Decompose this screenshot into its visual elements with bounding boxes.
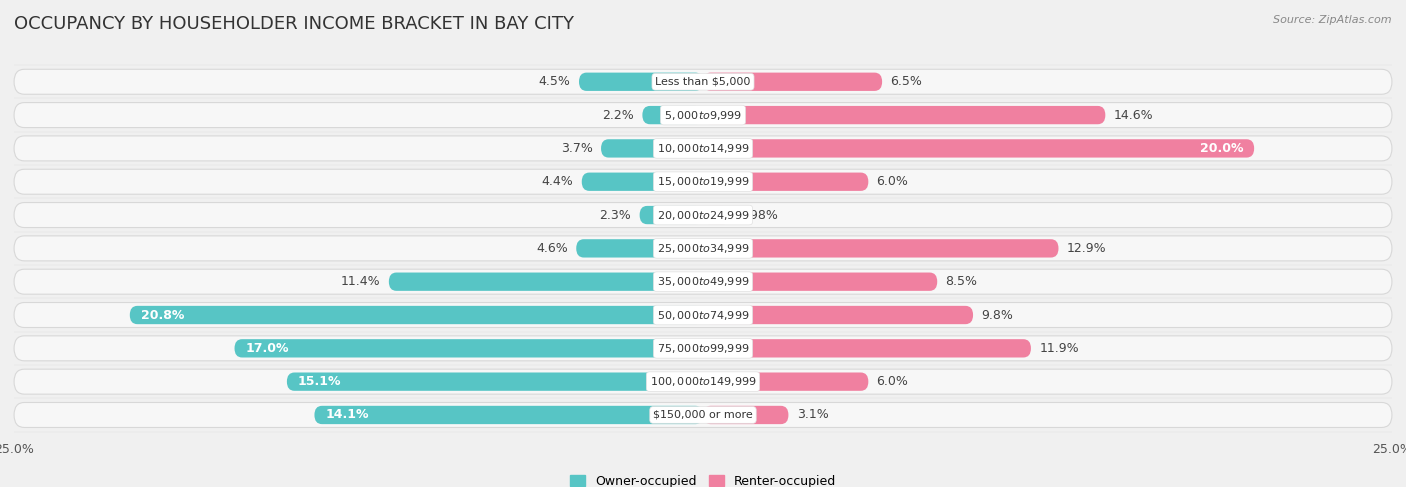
Text: 0.98%: 0.98% (738, 208, 778, 222)
Text: $35,000 to $49,999: $35,000 to $49,999 (657, 275, 749, 288)
FancyBboxPatch shape (703, 306, 973, 324)
FancyBboxPatch shape (643, 106, 703, 124)
FancyBboxPatch shape (14, 402, 1392, 428)
Text: 4.5%: 4.5% (538, 75, 571, 88)
Text: $25,000 to $34,999: $25,000 to $34,999 (657, 242, 749, 255)
Text: 20.8%: 20.8% (141, 308, 184, 321)
FancyBboxPatch shape (703, 273, 938, 291)
FancyBboxPatch shape (14, 103, 1392, 128)
Text: 4.6%: 4.6% (536, 242, 568, 255)
Text: $5,000 to $9,999: $5,000 to $9,999 (664, 109, 742, 122)
FancyBboxPatch shape (14, 369, 1392, 394)
FancyBboxPatch shape (129, 306, 703, 324)
Text: 3.1%: 3.1% (797, 409, 828, 421)
Text: 6.0%: 6.0% (876, 375, 908, 388)
FancyBboxPatch shape (14, 302, 1392, 327)
Text: 20.0%: 20.0% (1199, 142, 1243, 155)
FancyBboxPatch shape (14, 169, 1392, 194)
FancyBboxPatch shape (14, 69, 1392, 94)
Text: $20,000 to $24,999: $20,000 to $24,999 (657, 208, 749, 222)
FancyBboxPatch shape (703, 339, 1031, 357)
Text: 15.1%: 15.1% (298, 375, 342, 388)
Text: 8.5%: 8.5% (945, 275, 977, 288)
Text: 2.2%: 2.2% (602, 109, 634, 122)
FancyBboxPatch shape (703, 73, 882, 91)
Text: 12.9%: 12.9% (1067, 242, 1107, 255)
FancyBboxPatch shape (703, 406, 789, 424)
FancyBboxPatch shape (703, 373, 869, 391)
Text: $50,000 to $74,999: $50,000 to $74,999 (657, 308, 749, 321)
FancyBboxPatch shape (235, 339, 703, 357)
Text: 14.6%: 14.6% (1114, 109, 1153, 122)
FancyBboxPatch shape (389, 273, 703, 291)
FancyBboxPatch shape (14, 236, 1392, 261)
Text: $15,000 to $19,999: $15,000 to $19,999 (657, 175, 749, 188)
Text: 6.5%: 6.5% (890, 75, 922, 88)
FancyBboxPatch shape (703, 239, 1059, 258)
FancyBboxPatch shape (703, 139, 1254, 158)
FancyBboxPatch shape (576, 239, 703, 258)
FancyBboxPatch shape (14, 336, 1392, 361)
Text: 11.9%: 11.9% (1039, 342, 1078, 355)
Text: $150,000 or more: $150,000 or more (654, 410, 752, 420)
Text: 6.0%: 6.0% (876, 175, 908, 188)
Text: 9.8%: 9.8% (981, 308, 1014, 321)
FancyBboxPatch shape (315, 406, 703, 424)
Text: 14.1%: 14.1% (325, 409, 368, 421)
FancyBboxPatch shape (14, 203, 1392, 227)
Text: $100,000 to $149,999: $100,000 to $149,999 (650, 375, 756, 388)
Text: OCCUPANCY BY HOUSEHOLDER INCOME BRACKET IN BAY CITY: OCCUPANCY BY HOUSEHOLDER INCOME BRACKET … (14, 15, 574, 33)
FancyBboxPatch shape (703, 172, 869, 191)
Text: $75,000 to $99,999: $75,000 to $99,999 (657, 342, 749, 355)
Text: Source: ZipAtlas.com: Source: ZipAtlas.com (1274, 15, 1392, 25)
FancyBboxPatch shape (582, 172, 703, 191)
Text: 3.7%: 3.7% (561, 142, 593, 155)
FancyBboxPatch shape (579, 73, 703, 91)
FancyBboxPatch shape (14, 269, 1392, 294)
FancyBboxPatch shape (600, 139, 703, 158)
Text: 11.4%: 11.4% (340, 275, 381, 288)
Text: 4.4%: 4.4% (541, 175, 574, 188)
FancyBboxPatch shape (703, 206, 730, 224)
FancyBboxPatch shape (703, 106, 1105, 124)
FancyBboxPatch shape (640, 206, 703, 224)
Text: Less than $5,000: Less than $5,000 (655, 77, 751, 87)
FancyBboxPatch shape (287, 373, 703, 391)
Text: 17.0%: 17.0% (246, 342, 290, 355)
Text: 2.3%: 2.3% (599, 208, 631, 222)
FancyBboxPatch shape (14, 136, 1392, 161)
Text: $10,000 to $14,999: $10,000 to $14,999 (657, 142, 749, 155)
Legend: Owner-occupied, Renter-occupied: Owner-occupied, Renter-occupied (565, 470, 841, 487)
